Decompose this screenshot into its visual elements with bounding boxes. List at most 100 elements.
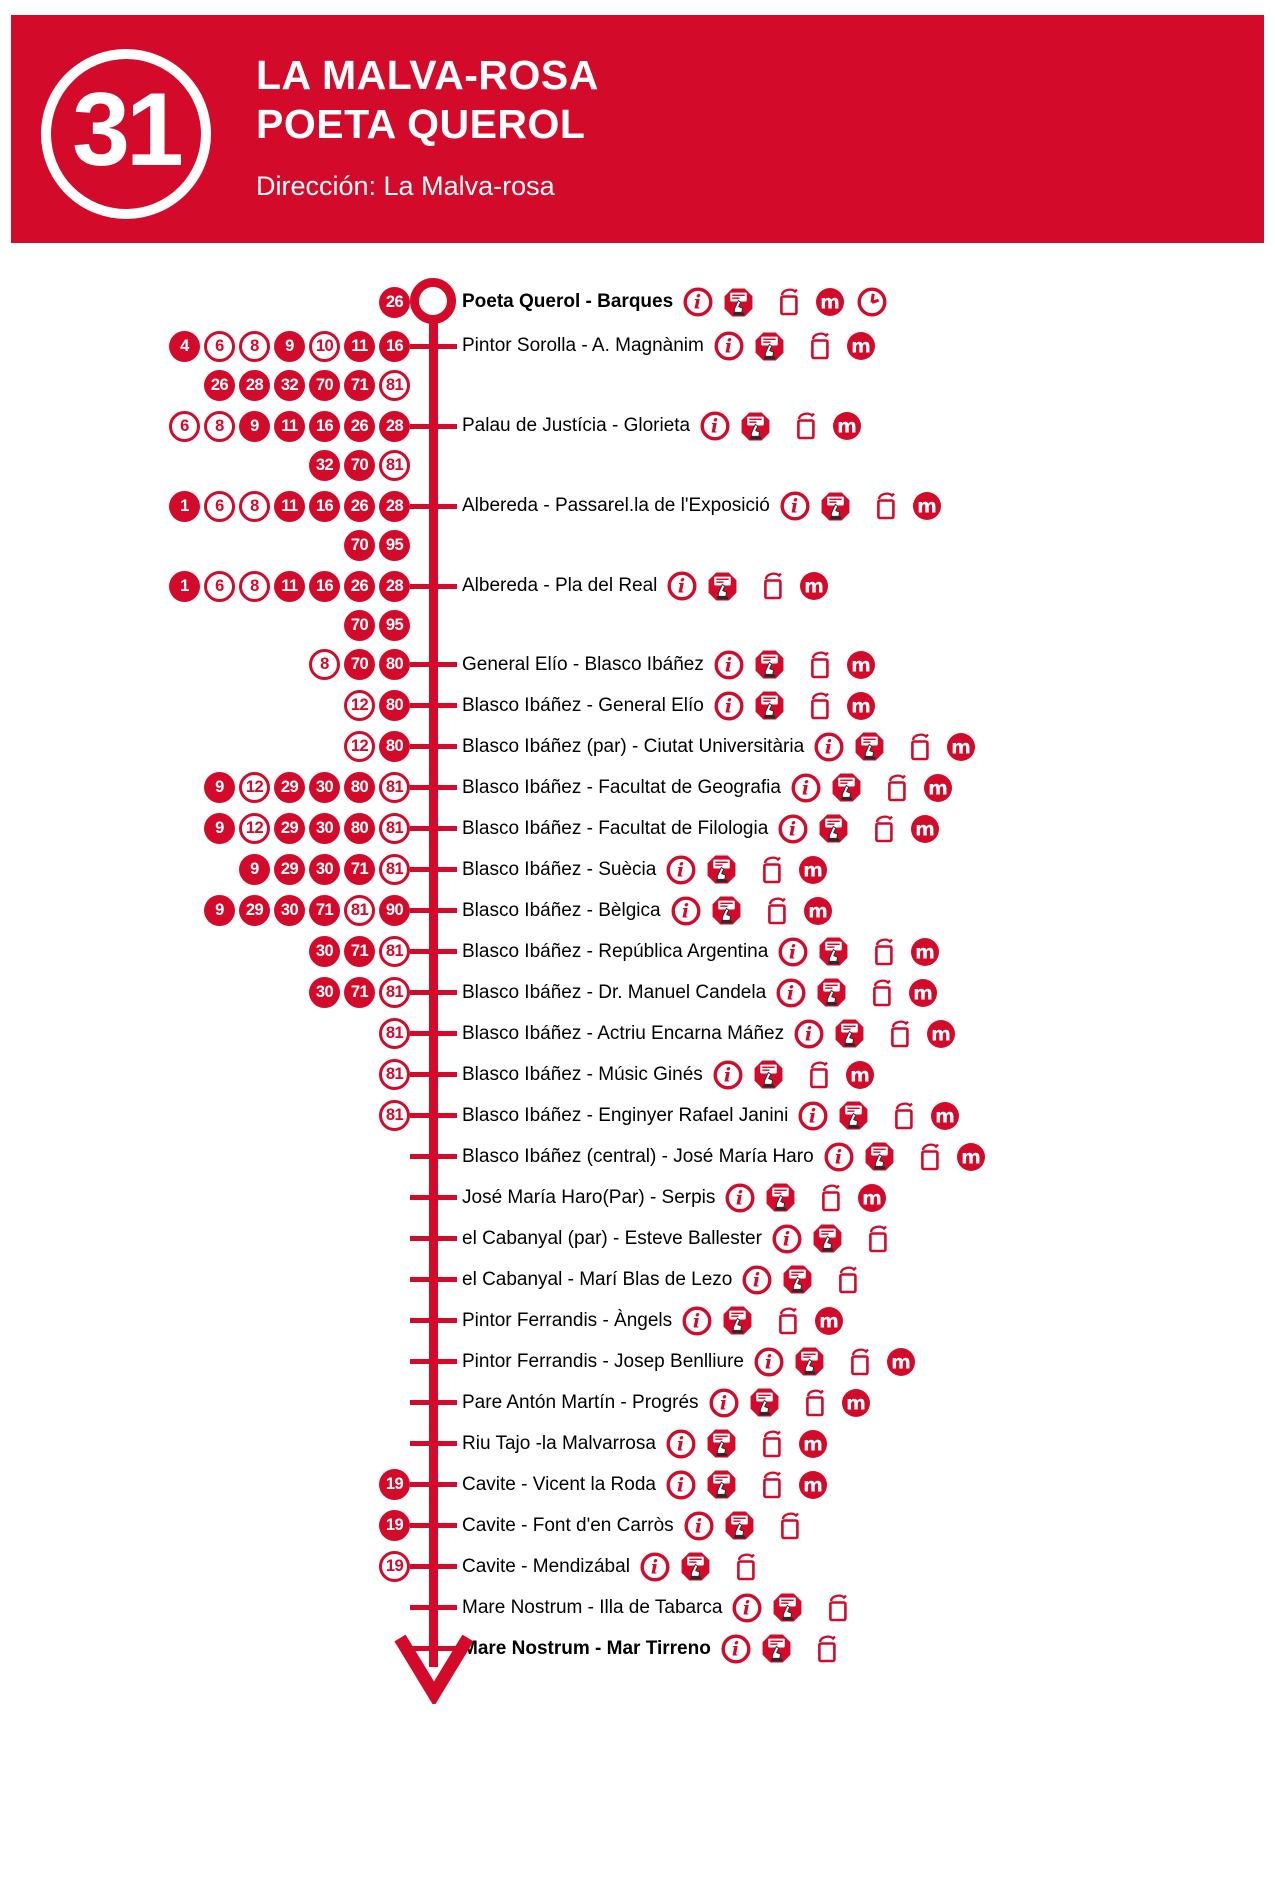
connection-line-badge: 10: [309, 330, 340, 362]
route-title-line1: LA MALVA-ROSA: [256, 52, 599, 98]
stop-name: Cavite - Font d'en Carròs: [462, 1514, 674, 1536]
connection-badges: 12 80: [0, 726, 410, 767]
stop-row: Pintor Ferrandis - Josep Benlliure: [0, 1341, 1275, 1382]
connection-badges: [0, 1300, 410, 1341]
connection-line-badge: 19: [379, 1551, 410, 1582]
info-icon: [713, 1060, 743, 1090]
connection-badges: 81: [0, 1095, 410, 1136]
info-panel-icon: [711, 895, 742, 926]
stop-row: Mare Nostrum - Illa de Tabarca: [0, 1587, 1275, 1628]
connection-line-badge: 71: [344, 854, 375, 885]
connection-badges: 81: [0, 1013, 410, 1054]
stop-row: 19 Cavite - Mendizábal: [0, 1546, 1275, 1587]
stop-name: Palau de Justícia - Glorieta: [462, 415, 691, 436]
connection-line-badge: 80: [344, 772, 375, 803]
stop-tick-icon: [410, 343, 457, 349]
connection-badges: 19: [0, 1464, 410, 1505]
ticket-validator-icon: [809, 650, 831, 680]
stop-entry: Cavite - Font d'en Carròs: [462, 1505, 801, 1546]
connection-badges: [0, 1341, 410, 1382]
info-panel-icon: [707, 571, 738, 602]
connection-line-badge: 70: [344, 529, 375, 561]
connection-line-badge: 9: [274, 330, 305, 362]
connection-line-badge: 11: [274, 570, 305, 602]
stop-tick-icon: [410, 744, 457, 749]
ticket-validator-icon: [886, 773, 908, 803]
connection-line-badge: 19: [379, 1469, 410, 1500]
stop-tick-icon: [410, 1441, 457, 1446]
connection-line-badge: 16: [309, 570, 340, 602]
connection-badges: 6 8 9 11 16 26 28: [0, 404, 410, 448]
connection-line-badge: 16: [309, 490, 340, 522]
connection-line-badge: 26: [344, 490, 375, 522]
connection-line-badge: 9: [204, 813, 235, 844]
stop-name: Blasco Ibáñez - Bèlgica: [462, 899, 661, 921]
info-panel-icon: [680, 1551, 711, 1582]
stop-name: General Elío - Blasco Ibáñez: [462, 653, 704, 675]
stop-row: 4 6 8 9 10 11 16 Pintor Sorolla - A. Magnànim …: [0, 324, 1275, 404]
stop-name: el Cabanyal (par) - Esteve Ballester: [462, 1227, 762, 1249]
terminus-ring-icon: [410, 278, 456, 324]
info-panel-icon: [740, 411, 771, 442]
info-panel-icon: [838, 1100, 869, 1131]
connection-line-badge: 29: [274, 813, 305, 844]
metrovalencia-icon: [798, 1470, 828, 1500]
stop-tick-icon: [410, 503, 457, 509]
connection-badges: 81: [0, 1054, 410, 1095]
stop-row: 9 29 30 71 81 Blasco Ibáñez - Suècia: [0, 849, 1275, 890]
stop-entry: Pintor Sorolla - A. Magnànim: [462, 324, 876, 368]
connection-badges: 8 70 80: [0, 644, 410, 685]
stop-name: Riu Tajo -la Malvarrosa: [462, 1432, 656, 1454]
connection-line-badge: 71: [344, 977, 375, 1008]
info-panel-icon: [820, 491, 851, 522]
stop-name: Blasco Ibáñez (central) - José María Har…: [462, 1145, 814, 1167]
info-icon: [682, 1306, 712, 1336]
connection-line-badge: 71: [344, 369, 375, 401]
connection-line-badge: 6: [204, 570, 235, 602]
connection-line-badge: 80: [379, 731, 410, 762]
stop-row: 30 71 81 Blasco Ibáñez - República Argenti…: [0, 931, 1275, 972]
connection-badges-row2: 70 95: [0, 608, 410, 642]
stop-tick-icon: [410, 1359, 457, 1364]
stop-name: Blasco Ibáñez - Actriu Encarna Máñez: [462, 1022, 785, 1044]
stop-row: el Cabanyal - Marí Blas de Lezo: [0, 1259, 1275, 1300]
info-icon: [671, 896, 701, 926]
stop-name: Albereda - Passarel.la de l'Exposició: [462, 495, 770, 516]
stop-row: 81 Blasco Ibáñez - Músic Ginés: [0, 1054, 1275, 1095]
info-icon: [776, 978, 806, 1008]
stop-row: 9 29 30 71 81 90 Blasco Ibáñez - Bèlgica: [0, 890, 1275, 931]
ticket-validator-icon: [873, 814, 895, 844]
connection-line-badge: 29: [239, 895, 270, 926]
line-number-badge: 31: [41, 49, 211, 219]
metrovalencia-icon: [846, 331, 876, 361]
stop-tick-icon: [410, 583, 457, 589]
stop-entry: el Cabanyal (par) - Esteve Ballester: [462, 1218, 889, 1259]
metrovalencia-icon: [956, 1142, 986, 1172]
stop-tick-icon: [410, 1523, 457, 1528]
connection-line-badge: 95: [379, 609, 410, 641]
stop-entry: Mare Nostrum - Mar Tirreno: [462, 1628, 838, 1669]
stop-name: Mare Nostrum - Illa de Tabarca: [462, 1596, 723, 1618]
connection-line-badge: 81: [344, 895, 375, 926]
metrovalencia-icon: [946, 732, 976, 762]
connection-line-badge: 16: [379, 330, 410, 362]
stop-tick-icon: [410, 1277, 457, 1282]
stop-row: Pare Antón Martín - Progrés: [0, 1382, 1275, 1423]
info-icon: [791, 773, 821, 803]
metrovalencia-icon: [912, 491, 942, 521]
stop-tick-icon: [410, 1154, 457, 1159]
stop-tick-icon: [410, 1236, 457, 1241]
connection-line-badge: 9: [204, 895, 235, 926]
connection-line-badge: 12: [239, 772, 270, 803]
info-panel-icon: [749, 1387, 780, 1418]
stop-tick-icon: [410, 1031, 457, 1036]
connection-badges: 19: [0, 1546, 410, 1587]
ticket-validator-icon: [761, 1470, 783, 1500]
metrovalencia-icon: [926, 1019, 956, 1049]
connection-badges: 30 71 81: [0, 972, 410, 1013]
connection-badges: [0, 1136, 410, 1177]
stop-name: José María Haro(Par) - Serpis: [462, 1186, 716, 1208]
ticket-validator-icon: [875, 491, 897, 521]
stop-row: 81 Blasco Ibáñez - Enginyer Rafael Janin…: [0, 1095, 1275, 1136]
connection-line-badge: 30: [309, 772, 340, 803]
